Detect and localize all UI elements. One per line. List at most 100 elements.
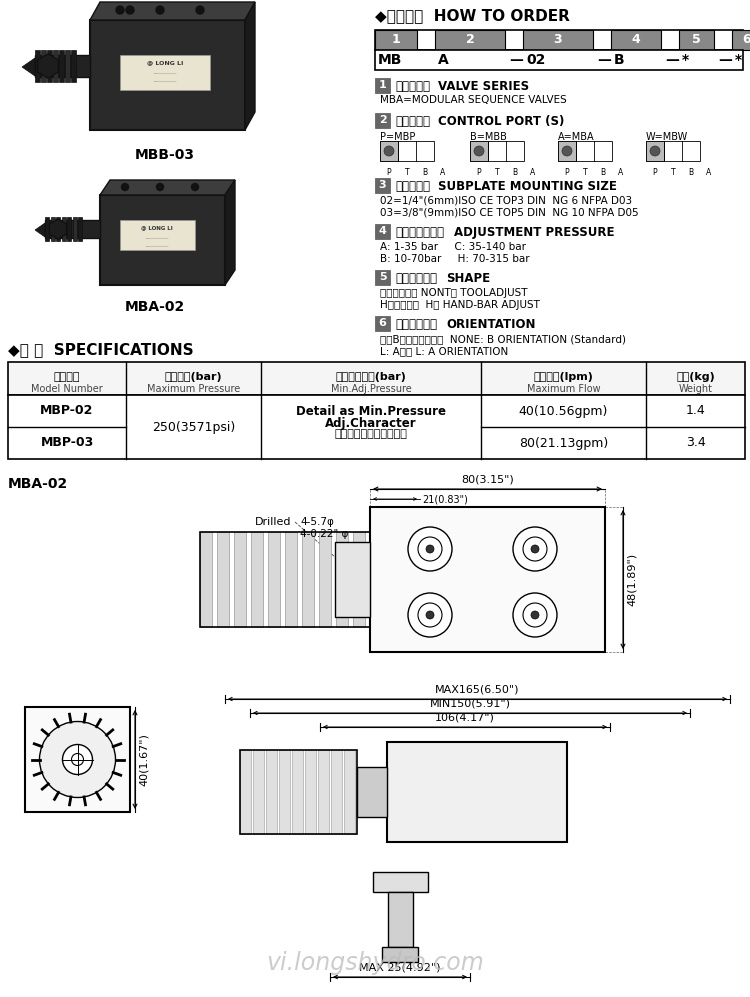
Bar [8,362,745,395]
Circle shape [126,6,134,14]
Text: 2: 2 [466,34,474,47]
Text: B: B [512,168,517,177]
Circle shape [562,146,572,156]
Bar [375,178,390,193]
Bar [100,195,225,285]
Bar [375,30,743,50]
Text: 02: 02 [526,53,545,67]
Bar [331,750,342,834]
Bar [65,50,70,82]
Text: MIN150(5.91"): MIN150(5.91") [430,698,511,708]
Bar [47,50,52,82]
Polygon shape [100,180,235,195]
Text: A: A [438,53,448,67]
Text: Drilled: Drilled [255,517,292,527]
Circle shape [156,6,164,14]
Bar [646,141,664,161]
Bar [523,30,593,50]
Circle shape [650,146,660,156]
Bar [370,507,605,652]
Polygon shape [50,219,67,239]
Text: P: P [387,168,392,177]
Bar [234,532,246,627]
Bar [56,217,60,241]
Text: SUBPLATE MOUNTING SIZE: SUBPLATE MOUNTING SIZE [437,180,616,193]
Text: ADJUSTMENT PRESSURE: ADJUSTMENT PRESSURE [454,226,615,239]
Text: A: A [618,168,624,177]
Circle shape [191,183,199,190]
Text: 无：B方向（标准型）  NONE: B ORIENTATION (Standard): 无：B方向（标准型） NONE: B ORIENTATION (Standard… [380,334,626,344]
Text: MBA-02: MBA-02 [8,477,68,491]
Text: 6: 6 [742,34,750,47]
Bar [335,542,370,617]
Text: 106(4.17"): 106(4.17") [435,712,495,722]
Text: 请查阅最低调整压力特性: 请查阅最低调整压力特性 [334,429,407,439]
Circle shape [418,537,442,561]
Bar [253,750,264,834]
Bar [120,220,195,250]
Text: *: * [682,53,689,67]
Bar [435,30,505,50]
Text: 无：塑料手柄 NONT： TOOLADJUST: 无：塑料手柄 NONT： TOOLADJUST [380,288,527,298]
Text: ___________: ___________ [146,235,169,239]
Text: 250(3571psi): 250(3571psi) [152,421,236,434]
Text: 6: 6 [379,318,386,328]
Text: P: P [565,168,569,177]
Bar [71,50,76,82]
Bar [41,50,46,82]
Bar [375,78,390,93]
Text: —: — [718,53,732,67]
Text: 调整部形状：: 调整部形状： [395,272,437,285]
Bar [558,141,576,161]
Bar [375,316,390,331]
Text: 4: 4 [632,34,640,47]
Text: A: A [440,168,446,177]
Bar [318,750,329,834]
Text: CONTROL PORT (S): CONTROL PORT (S) [437,115,564,128]
Text: B: 10-70bar     H: 70-315 bar: B: 10-70bar H: 70-315 bar [380,254,530,264]
Text: Model Number: Model Number [31,384,103,394]
Text: Adj.Character: Adj.Character [326,417,417,430]
Text: ___________: ___________ [153,70,177,74]
Bar [240,750,357,834]
Text: Min.Adj.Pressure: Min.Adj.Pressure [331,384,411,394]
Circle shape [157,183,164,190]
Circle shape [116,6,124,14]
Text: 型式号码: 型式号码 [54,372,80,382]
Polygon shape [22,58,35,76]
Text: ORIENTATION: ORIENTATION [446,318,536,331]
Text: B: B [422,168,427,177]
Text: MBA=MODULAR SEQUENCE VALVES: MBA=MODULAR SEQUENCE VALVES [380,95,567,105]
Text: 48(1.89"): 48(1.89") [627,553,637,606]
Text: ___________: ___________ [146,243,169,247]
Bar [375,113,390,128]
Text: 最大压力(bar): 最大压力(bar) [165,372,222,382]
Polygon shape [38,54,58,78]
Circle shape [408,593,452,637]
Text: 1: 1 [379,81,386,91]
Text: P: P [652,168,657,177]
Text: @ LONG LI: @ LONG LI [147,60,183,65]
Bar [50,217,55,241]
Bar [470,141,488,161]
Text: 2: 2 [379,116,386,126]
Text: P=MBP: P=MBP [380,132,416,142]
Text: —: — [509,53,523,67]
Bar [679,30,714,50]
Bar [45,217,49,241]
Bar [302,532,314,627]
Bar [279,750,290,834]
Bar [344,750,355,834]
Bar [251,532,263,627]
Text: ___________: ___________ [153,78,177,82]
Polygon shape [245,2,255,130]
Circle shape [531,545,539,553]
Text: 动作形式：: 动作形式： [395,115,430,128]
Text: A: 1-35 bar     C: 35-140 bar: A: 1-35 bar C: 35-140 bar [380,242,526,252]
Text: —: — [665,53,679,67]
Text: A: A [706,168,712,177]
Text: B: B [688,168,694,177]
Bar [53,50,58,82]
Text: 压力调整范围：: 压力调整范围： [395,226,444,239]
Bar [375,50,743,70]
